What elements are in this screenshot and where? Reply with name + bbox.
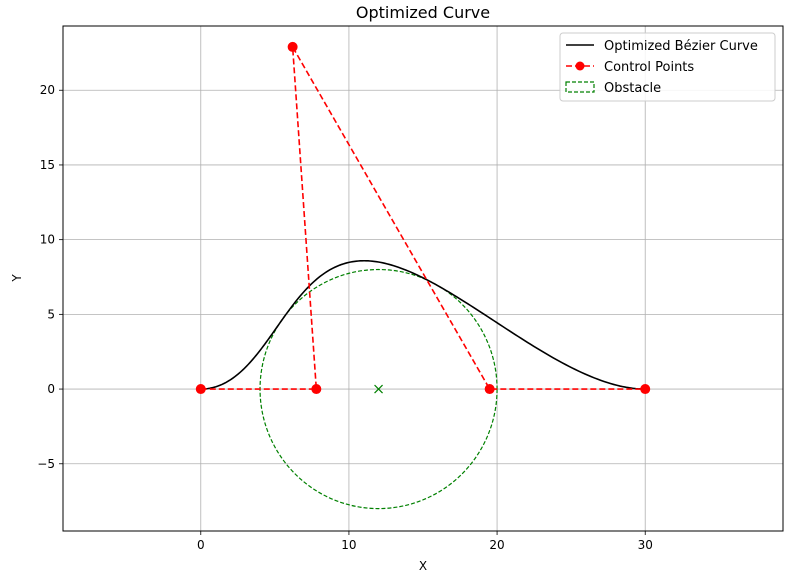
- y-tick-label: 5: [47, 307, 55, 321]
- x-tick-label: 20: [489, 538, 504, 552]
- control-point-marker: [195, 384, 206, 395]
- ticks: 0 10 20 30 −5 0 5 10 15 20: [37, 83, 653, 552]
- legend-label-obstacle: Obstacle: [604, 81, 661, 96]
- y-tick-label: −5: [37, 457, 55, 471]
- obstacle-center-marker: [374, 384, 383, 394]
- x-tick-label: 30: [638, 538, 653, 552]
- legend-swatch-obstacle: [565, 81, 595, 93]
- x-tick-label: 10: [341, 538, 356, 552]
- legend-label-control-points: Control Points: [604, 60, 694, 75]
- y-tick-label: 0: [47, 382, 55, 396]
- x-axis-label: X: [419, 559, 427, 573]
- axes-frame: [62, 25, 784, 532]
- legend-label-bezier: Optimized Bézier Curve: [604, 39, 758, 54]
- control-point-marker: [640, 384, 651, 395]
- control-polygon-line: [200, 46, 646, 390]
- legend-frame: [559, 32, 776, 102]
- bezier-curve-line: [200, 259, 646, 390]
- chart-title: Optimized Curve: [356, 3, 490, 22]
- plot-area: [195, 41, 651, 510]
- legend: Optimized Bézier Curve Control Points Obst…: [559, 32, 776, 102]
- control-point-marker: [484, 384, 495, 395]
- y-tick-label: 15: [40, 158, 55, 172]
- legend-swatch-control-marker: [575, 61, 585, 71]
- y-axis-label: Y: [10, 274, 24, 283]
- y-tick-label: 20: [40, 83, 55, 97]
- x-tick-label: 0: [197, 538, 205, 552]
- control-point-marker: [311, 384, 322, 395]
- y-tick-label: 10: [40, 233, 55, 247]
- control-point-marker: [287, 41, 298, 52]
